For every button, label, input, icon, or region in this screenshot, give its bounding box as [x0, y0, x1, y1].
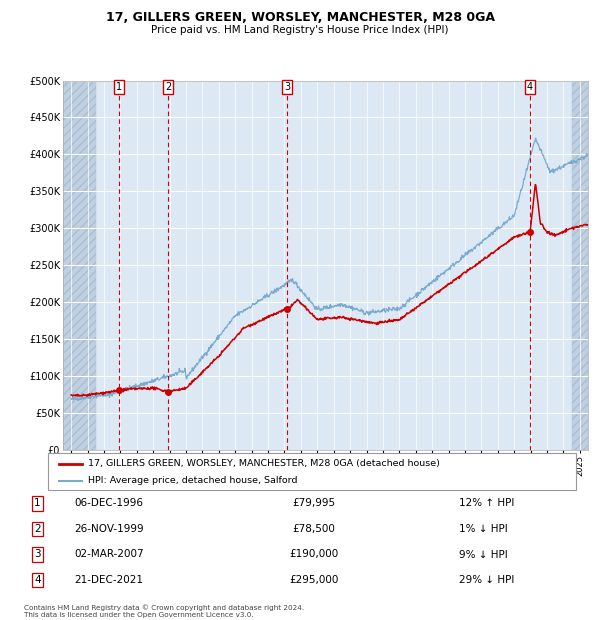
Text: £78,500: £78,500: [293, 524, 335, 534]
Text: 9% ↓ HPI: 9% ↓ HPI: [459, 549, 508, 559]
Text: 1% ↓ HPI: 1% ↓ HPI: [459, 524, 508, 534]
Text: £79,995: £79,995: [293, 498, 336, 508]
Text: 4: 4: [34, 575, 41, 585]
Text: Price paid vs. HM Land Registry's House Price Index (HPI): Price paid vs. HM Land Registry's House …: [151, 25, 449, 35]
Text: 29% ↓ HPI: 29% ↓ HPI: [459, 575, 515, 585]
Text: 21-DEC-2021: 21-DEC-2021: [74, 575, 143, 585]
Text: 06-DEC-1996: 06-DEC-1996: [74, 498, 143, 508]
Text: 1: 1: [116, 82, 122, 92]
Text: 2: 2: [165, 82, 171, 92]
Text: 02-MAR-2007: 02-MAR-2007: [74, 549, 144, 559]
Text: Contains HM Land Registry data © Crown copyright and database right 2024.
This d: Contains HM Land Registry data © Crown c…: [24, 604, 304, 618]
Text: 3: 3: [34, 549, 41, 559]
Text: 3: 3: [284, 82, 290, 92]
Text: 12% ↑ HPI: 12% ↑ HPI: [459, 498, 515, 508]
Text: 1: 1: [34, 498, 41, 508]
Text: 17, GILLERS GREEN, WORSLEY, MANCHESTER, M28 0GA (detached house): 17, GILLERS GREEN, WORSLEY, MANCHESTER, …: [88, 459, 439, 468]
Text: 4: 4: [527, 82, 533, 92]
Text: £190,000: £190,000: [290, 549, 339, 559]
Text: 26-NOV-1999: 26-NOV-1999: [74, 524, 144, 534]
Text: HPI: Average price, detached house, Salford: HPI: Average price, detached house, Salf…: [88, 476, 297, 485]
Text: 2: 2: [34, 524, 41, 534]
Text: £295,000: £295,000: [289, 575, 339, 585]
Text: 17, GILLERS GREEN, WORSLEY, MANCHESTER, M28 0GA: 17, GILLERS GREEN, WORSLEY, MANCHESTER, …: [106, 11, 494, 24]
